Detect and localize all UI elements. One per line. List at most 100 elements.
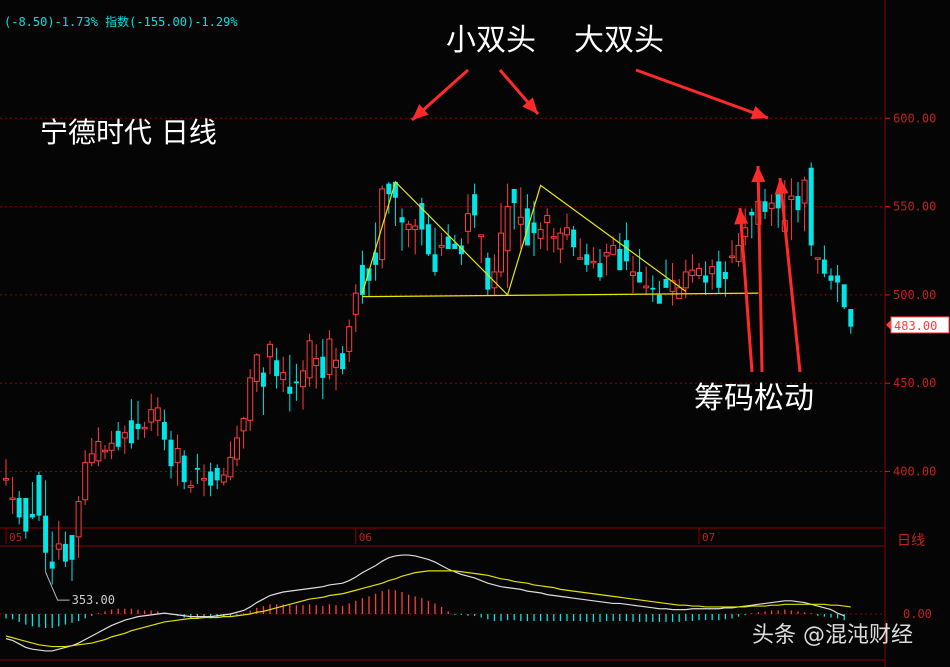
candle-body: [504, 206, 511, 252]
candle-body: [379, 188, 386, 261]
candle-body: [663, 279, 669, 288]
candle-body: [115, 430, 121, 447]
price-change: (-8.50)-1.73%: [4, 15, 98, 29]
candle-body: [43, 515, 49, 553]
arrow-head: [774, 178, 789, 195]
label-chip-loosening: 筹码松动: [694, 381, 814, 416]
candle-body: [669, 280, 676, 292]
candle-body: [696, 267, 702, 276]
low-price-label: 353.00: [72, 593, 115, 607]
candle-body: [187, 485, 194, 488]
candle-body: [227, 456, 234, 478]
arrow-head: [750, 105, 768, 120]
candle-body: [630, 271, 636, 276]
y-tick-label: 550.00: [893, 200, 936, 214]
quote-header: (-8.50)-1.73% 指数(-155.00)-1.29%: [4, 13, 238, 30]
candle-body: [577, 257, 584, 260]
candle-body: [656, 294, 662, 304]
candle-body: [801, 179, 808, 204]
arrow-chip-3: [774, 177, 802, 373]
macd-dif-line: [5, 554, 845, 652]
candle-body: [465, 213, 471, 232]
candle-body: [352, 292, 359, 315]
candle-body: [650, 287, 656, 290]
candle-body: [55, 543, 62, 550]
candle-body: [571, 229, 577, 248]
neckline: [362, 292, 759, 298]
candle-body: [808, 167, 814, 246]
candle-body: [313, 357, 320, 367]
candle-body: [550, 236, 557, 239]
candle-body: [82, 462, 89, 501]
candle-body: [623, 240, 629, 262]
candle-body: [359, 264, 365, 295]
arrow-small-top-2: [498, 69, 540, 115]
candle-body: [478, 234, 485, 238]
candle-body: [75, 501, 82, 538]
candle-body: [174, 448, 181, 464]
candle-body: [366, 268, 372, 281]
candle-body: [208, 471, 214, 486]
macd-dea-line: [5, 570, 851, 648]
candle-body: [603, 252, 610, 257]
y-tick-label: 500.00: [893, 288, 936, 302]
candle-body: [703, 275, 709, 283]
candle-body: [537, 229, 544, 239]
candle-body: [564, 227, 570, 236]
candle-body: [432, 254, 438, 272]
candle-body: [23, 497, 29, 532]
arrow-head: [734, 208, 749, 225]
candle-body: [452, 243, 458, 249]
candle-body: [682, 271, 689, 289]
candle-body: [253, 354, 260, 382]
candle-body: [69, 535, 75, 560]
macd-panel: [0, 554, 885, 652]
candle-body: [590, 260, 597, 264]
candle-body: [841, 284, 847, 308]
watermark: 头条 @混沌财经: [752, 623, 913, 648]
candle-body: [320, 356, 326, 378]
candle-body: [821, 259, 827, 274]
candle-body: [280, 372, 287, 381]
label-big-double-top: 大双头: [574, 23, 664, 58]
candle-body: [260, 372, 266, 387]
candle-body: [16, 497, 22, 518]
candle-body: [544, 214, 551, 223]
low-leader-line: [45, 571, 70, 601]
candle-body: [9, 497, 16, 500]
x-tick-label: 05: [9, 531, 22, 544]
candle-body: [36, 475, 42, 516]
candle-body: [121, 432, 128, 439]
index-label: 指数: [105, 15, 130, 29]
candle-body: [135, 423, 141, 430]
candle-body: [234, 437, 240, 460]
candle-body: [346, 326, 353, 352]
candle-body: [617, 248, 623, 271]
candle-body: [775, 192, 781, 209]
chart-title: 宁德时代 日线: [40, 116, 217, 149]
candle-body: [293, 381, 299, 384]
arrow-shaft: [756, 165, 764, 373]
arrow-head: [412, 104, 429, 120]
y-tick-label: 600.00: [893, 111, 936, 125]
y-tick-label: 400.00: [893, 464, 936, 478]
candle-body: [274, 360, 280, 377]
index-change: (-155.00)-1.29%: [129, 15, 238, 29]
arrow-shaft: [738, 207, 754, 373]
arrow-chip-1: [734, 207, 754, 373]
candle-body: [154, 407, 161, 421]
candle-body: [333, 359, 339, 368]
candle-body: [405, 223, 412, 231]
candle-body: [247, 377, 254, 421]
candle-body: [306, 340, 313, 379]
candle-body: [445, 236, 451, 249]
candle-body: [814, 257, 821, 260]
candle-body: [472, 194, 478, 216]
candle-body: [340, 353, 346, 370]
candle-body: [729, 255, 735, 259]
arrow-shaft: [778, 177, 802, 373]
candle-body: [768, 202, 775, 209]
candle-body: [524, 208, 530, 246]
